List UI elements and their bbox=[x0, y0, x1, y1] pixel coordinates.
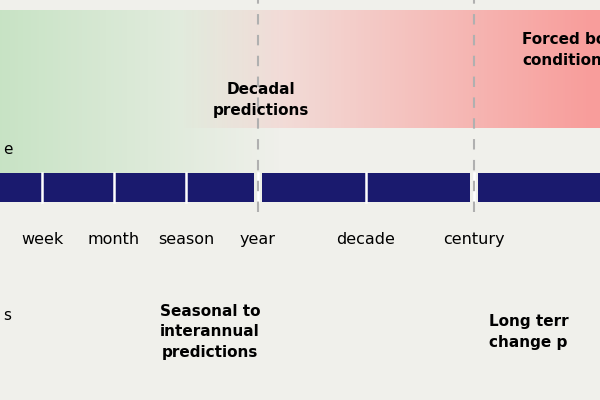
Bar bbox=[262, 173, 470, 202]
Text: Long terr
change p: Long terr change p bbox=[489, 314, 569, 350]
Text: Seasonal to
interannual
predictions: Seasonal to interannual predictions bbox=[160, 304, 260, 360]
Text: season: season bbox=[158, 232, 214, 247]
Text: century: century bbox=[443, 232, 505, 247]
Text: Forced bo
condition: Forced bo condition bbox=[522, 32, 600, 68]
Text: Decadal
predictions: Decadal predictions bbox=[213, 82, 309, 118]
Bar bbox=[478, 173, 600, 202]
Text: year: year bbox=[240, 232, 276, 247]
Text: week: week bbox=[21, 232, 63, 247]
Text: s: s bbox=[3, 308, 11, 324]
Bar bbox=[0, 173, 254, 202]
Text: e: e bbox=[3, 142, 13, 158]
Text: month: month bbox=[88, 232, 140, 247]
Text: decade: decade bbox=[337, 232, 395, 247]
